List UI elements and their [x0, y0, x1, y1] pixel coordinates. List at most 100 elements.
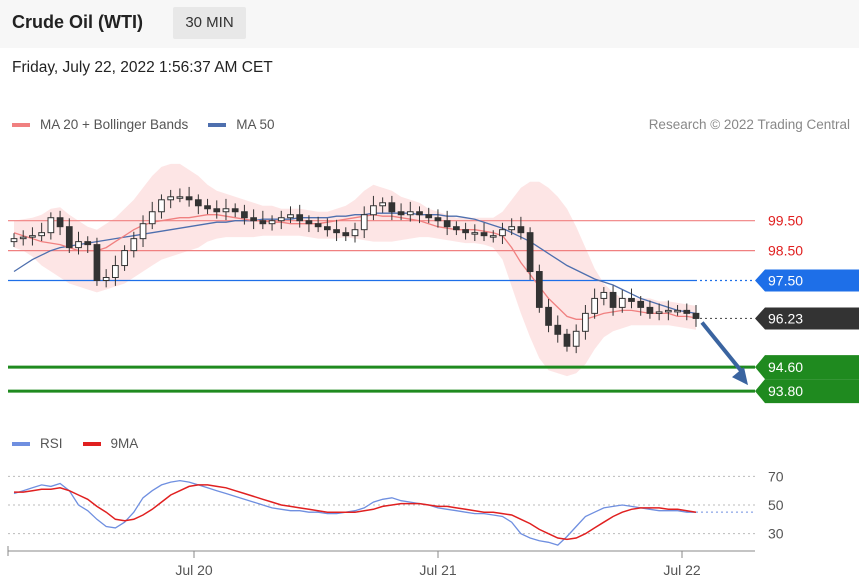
forecast-arrow-head	[732, 367, 748, 386]
x-tick-label: Jul 22	[663, 562, 701, 578]
candle-body	[148, 211, 156, 225]
price-legend: MA 20 + Bollinger Bands MA 50	[12, 117, 295, 132]
candle-body	[535, 271, 543, 308]
candle-body	[471, 232, 479, 235]
candle-body	[572, 330, 580, 347]
rsi-tick-50: 50	[768, 497, 784, 513]
candle-body	[259, 220, 267, 225]
candle-body	[112, 265, 119, 279]
legend-rsi-ma: 9MA	[82, 436, 138, 451]
ma50-line	[13, 212, 697, 315]
candle-body	[591, 297, 598, 314]
candle-body	[268, 220, 276, 225]
pivot-price-label: 97.50	[768, 272, 803, 288]
candle-body	[489, 235, 497, 238]
candle-body	[323, 226, 331, 231]
candle-body	[388, 202, 396, 213]
legend-rsi-label: RSI	[40, 436, 63, 451]
candle-body	[434, 217, 442, 222]
rsi-line	[13, 479, 696, 546]
candle-body	[425, 214, 433, 219]
candle-body	[628, 297, 635, 302]
candle-body	[342, 232, 350, 237]
candle-body	[314, 223, 322, 228]
candle-body	[462, 229, 469, 234]
current-price-tag	[755, 307, 859, 330]
legend-rsi: RSI	[12, 436, 63, 451]
rsi-tick-30: 30	[768, 526, 784, 542]
legend-ma20: MA 20 + Bollinger Bands	[12, 117, 188, 132]
candle-body	[19, 236, 27, 240]
candle-body	[84, 241, 92, 246]
candle-body	[121, 250, 128, 267]
resistance-label-1: 98.50	[768, 243, 803, 259]
candle-body	[139, 223, 147, 240]
candle-body	[674, 309, 681, 313]
candle-body	[554, 324, 562, 335]
candle-body	[664, 309, 672, 313]
candle-body	[204, 205, 211, 210]
candle-body	[47, 217, 55, 234]
candle-body	[582, 312, 589, 332]
candle-body	[517, 226, 525, 234]
candle-body	[231, 208, 239, 213]
candle-body	[93, 244, 101, 281]
current-price-label: 96.23	[768, 310, 803, 326]
candle-body	[29, 235, 36, 238]
candle-body	[296, 214, 304, 222]
resistance-label-0: 99.50	[768, 213, 803, 229]
candle-body	[176, 196, 184, 199]
candle-body	[241, 211, 248, 219]
candle-body	[618, 297, 626, 308]
rsi-ma-line	[14, 484, 697, 541]
candle-body	[692, 312, 700, 319]
ma50-swatch	[208, 122, 227, 127]
interval-selector[interactable]: 30 MIN	[173, 7, 246, 39]
candle-body	[508, 226, 516, 231]
candle-body	[194, 199, 202, 207]
candle-body	[277, 217, 285, 222]
candle-body	[360, 214, 368, 231]
candle-body	[545, 306, 552, 326]
rsi-swatch	[12, 441, 30, 446]
candle-body	[351, 229, 359, 237]
support-label-5: 93.80	[768, 383, 803, 399]
candle-body	[75, 241, 82, 249]
candle-body	[333, 229, 340, 234]
candle-body	[222, 208, 230, 213]
candle-body	[10, 238, 18, 243]
candle-body	[56, 217, 64, 228]
candle-body	[397, 211, 405, 216]
candle-body	[563, 333, 571, 347]
candle-body	[637, 300, 645, 308]
legend-ma20-label: MA 20 + Bollinger Bands	[40, 117, 189, 132]
candle-body	[167, 196, 175, 201]
candle-body	[305, 220, 313, 225]
candle-body	[646, 306, 654, 314]
candle-body	[379, 202, 387, 207]
ma20-swatch	[12, 122, 30, 127]
header-band	[0, 0, 859, 48]
candle-body	[102, 277, 110, 281]
timestamp: Friday, July 22, 2022 1:56:37 AM CET	[12, 59, 273, 76]
candle-body	[416, 211, 423, 216]
candle-body	[158, 199, 165, 213]
rsi-legend: RSI 9MA	[12, 436, 158, 451]
candle-body	[683, 309, 691, 314]
pivot-price-tag	[755, 269, 859, 292]
candle-body	[526, 232, 534, 273]
x-tick-label: Jul 21	[419, 562, 457, 578]
candle-body	[655, 311, 663, 314]
rsi-tick-70: 70	[768, 468, 784, 484]
copyright-text: Research © 2022 Trading Central	[648, 117, 850, 132]
support-tag-4	[755, 355, 859, 380]
candle-body	[213, 208, 221, 213]
candle-body	[185, 196, 193, 201]
candle-body	[609, 291, 617, 308]
candle-body	[600, 291, 608, 299]
candle-body	[453, 226, 460, 231]
x-tick-label: Jul 20	[175, 562, 213, 578]
candle-body	[406, 211, 414, 216]
legend-ma50-label: MA 50	[236, 117, 275, 132]
